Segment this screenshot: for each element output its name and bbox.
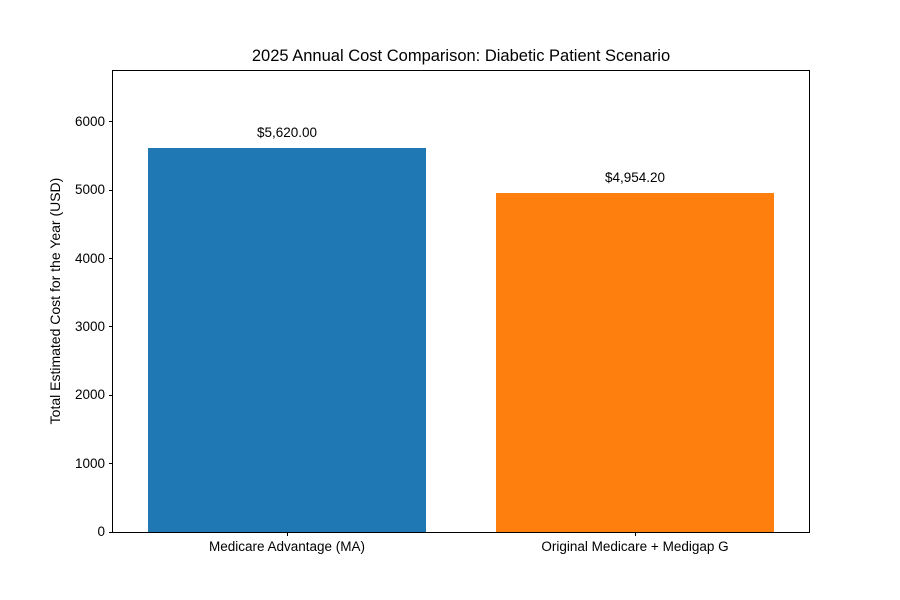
x-tick [286, 532, 288, 536]
y-tick-label: 2000 [74, 387, 105, 403]
y-tick [109, 189, 113, 191]
x-tick [634, 532, 636, 536]
bar [147, 147, 427, 532]
y-tick-label: 0 [97, 524, 105, 539]
plot-area: 0 1000 2000 3000 4000 5000 6000 $5,620.00 Medica… [75, 70, 810, 554]
x-tick-label: Original Medicare + Medigap G [541, 539, 729, 554]
bar [495, 193, 775, 532]
y-tick [109, 326, 113, 328]
chart-title: 2025 Annual Cost Comparison: Diabetic Pa… [251, 47, 671, 65]
y-tick [109, 463, 113, 465]
y-tick-label: 1000 [74, 455, 105, 471]
y-tick [109, 121, 113, 123]
y-axis-title: Total Estimated Cost for the Year (USD) [47, 177, 63, 425]
y-tick-label: 5000 [74, 182, 105, 198]
y-tick [109, 258, 113, 260]
y-tick [109, 394, 113, 396]
y-tick-label: 6000 [74, 113, 105, 129]
y-tick-label: 4000 [74, 250, 105, 266]
x-tick-label: Medicare Advantage (MA) [208, 539, 366, 554]
y-tick-label: 3000 [74, 318, 105, 334]
bar-value-label: $4,954.20 [604, 170, 666, 186]
bar-value-label: $5,620.00 [256, 124, 318, 140]
y-tick [109, 531, 113, 533]
